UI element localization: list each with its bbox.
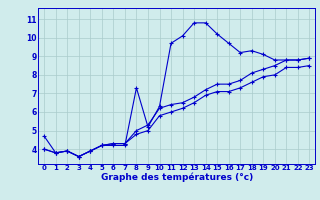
X-axis label: Graphe des températures (°c): Graphe des températures (°c) [101, 173, 253, 182]
